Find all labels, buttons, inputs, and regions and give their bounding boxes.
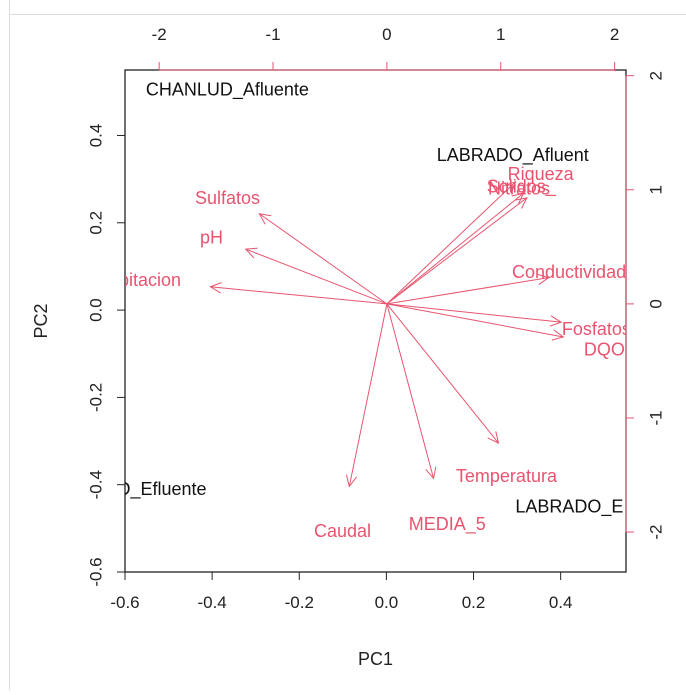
loading-arrow-shaft (386, 303, 435, 479)
observation-label: LABRADO_Afluent (437, 145, 589, 166)
loading-label: pH (200, 228, 223, 248)
y-axis-label: PC2 (31, 303, 51, 338)
loading-arrow-shaft (386, 303, 499, 444)
top-frame-line (9, 14, 686, 15)
loading-arrow-head (536, 273, 550, 285)
top-tick-label: -1 (265, 25, 280, 44)
loading-label: Sulfatos (195, 188, 260, 208)
observation-label: UD_Efluente (104, 479, 206, 500)
top-axis: -2 -1 0 1 2 (152, 25, 619, 71)
loading-arrow-head (503, 181, 517, 194)
observation-label: CHANLUD_Afluente (146, 80, 309, 101)
loading-arrow-head (345, 474, 357, 488)
top-tick-label: 1 (496, 25, 505, 44)
loading-label: Solidos_ (487, 176, 557, 197)
right-tick-label: -1 (647, 410, 666, 425)
loading-arrow-shaft (386, 303, 564, 338)
loading-arrow-head (515, 197, 528, 209)
loading-arrow-shaft (386, 277, 549, 305)
loading-arrow-shaft (348, 303, 388, 487)
loading-label: Riqueza (508, 164, 575, 184)
bottom-axis: -0.6 -0.4 -0.2 0.0 0.2 0.4 (110, 571, 573, 612)
y-tick-label: -0.6 (87, 557, 106, 586)
observation-labels: CHANLUD_Afluente LABRADO_Afluent UD_Efluen… (104, 80, 623, 518)
loading-label: DQO (584, 340, 625, 360)
y-tick-label: -0.2 (87, 383, 106, 412)
left-axis: -0.6 -0.4 -0.2 0.0 0.2 0.4 (87, 124, 126, 587)
loading-label: Caudal (314, 521, 371, 541)
loading-label: Fosfatos (562, 319, 631, 339)
top-tick-label: 0 (382, 25, 391, 44)
loading-label: MEDIA_5 (409, 514, 486, 535)
y-tick-label: -0.4 (87, 470, 106, 499)
observation-label: LABRADO_E (515, 497, 623, 518)
right-tick-label: 1 (647, 185, 666, 194)
right-axis: -2 -1 0 1 2 (625, 71, 666, 540)
loading-arrow-shaft (245, 248, 388, 305)
right-tick-label: -2 (647, 525, 666, 540)
loading-label: Temperatura (456, 466, 558, 486)
loading-arrow-shaft (386, 197, 528, 305)
x-tick-label: 0.2 (462, 593, 486, 612)
loading-arrow-head (487, 431, 500, 444)
loading-arrow-head (549, 315, 563, 327)
loading-arrow-head (209, 282, 222, 294)
x-tick-label: -0.6 (110, 593, 139, 612)
loading-arrow-head (425, 466, 437, 480)
loading-arrows (209, 181, 565, 488)
loading-label: Precipitacion (78, 270, 181, 290)
x-axis-label: PC1 (358, 649, 393, 669)
y-tick-label: 0.2 (87, 211, 106, 235)
right-tick-label: 0 (647, 299, 666, 308)
top-tick-label: -2 (152, 25, 167, 44)
loading-label: Nitratos (488, 179, 550, 199)
x-tick-label: -0.4 (197, 593, 226, 612)
loading-arrow-head (258, 213, 272, 225)
loading-label: Conductividad (512, 262, 626, 282)
loading-arrow-shaft (386, 192, 524, 305)
x-tick-label: 0.4 (549, 593, 573, 612)
loading-arrow-head (511, 192, 525, 205)
y-tick-label: 0.4 (87, 124, 106, 148)
loading-arrow-shaft (386, 303, 562, 323)
loading-arrow-shaft (210, 286, 387, 305)
x-tick-label: -0.2 (285, 593, 314, 612)
x-tick-label: 0.0 (375, 593, 399, 612)
right-tick-label: 2 (647, 71, 666, 80)
loading-arrow-head (244, 247, 258, 259)
loading-arrow-head (551, 329, 565, 341)
left-frame-line (9, 0, 10, 690)
loading-arrow-shaft (259, 213, 388, 305)
top-tick-label: 2 (610, 25, 619, 44)
loading-arrow-shaft (386, 181, 516, 305)
y-tick-label: 0.0 (87, 298, 106, 322)
